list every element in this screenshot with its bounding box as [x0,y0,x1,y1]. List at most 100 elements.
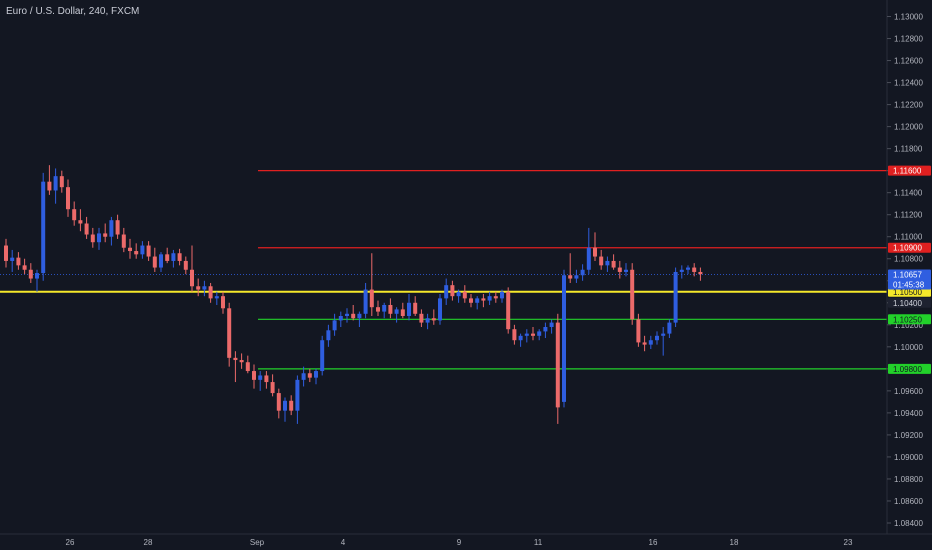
candle-up [357,313,362,319]
candle-down [121,234,126,248]
candle-down [103,233,108,237]
price-tick-label: 1.12000 [894,123,923,132]
current-price-tag-label: 1.10657 [893,270,922,279]
price-tag-plain-bg [888,297,931,308]
time-tick-label: Sep [250,538,265,547]
candle-up [258,375,263,380]
candle-down [568,275,573,279]
level-tag-label: 1.09800 [893,365,922,374]
candle-down [90,234,95,243]
candle-down [152,256,157,268]
candle-up [314,371,318,378]
candle-up [667,322,672,334]
level-tag-label: 1.10500 [893,288,922,297]
candle-down [506,291,511,330]
candle-up [332,320,337,331]
candle-down [59,176,64,188]
level-tag-bg [888,314,931,325]
price-tick-label: 1.09200 [894,431,923,440]
candle-up [394,309,399,314]
candle-down [599,256,604,266]
candle-up [549,322,554,328]
level-tag-label: 1.10250 [893,315,922,324]
candle-down [555,322,560,408]
candle-up [140,245,145,255]
candle-down [289,400,294,411]
candle-down [22,265,27,270]
candle-down [617,267,622,272]
candle-down [413,302,418,314]
price-tick-label: 1.10000 [894,343,923,352]
time-tick-label: 11 [534,538,543,547]
price-tick-label: 1.11400 [894,189,923,198]
candle-up [301,373,306,380]
candle-up [518,335,523,341]
level-tag-bg [888,363,931,374]
level-tag-label: 1.11600 [893,167,922,176]
time-tick-label: 4 [341,538,346,547]
price-tick-label: 1.10800 [894,255,923,264]
price-tag-plain-label: 1.10400 [893,299,922,308]
candle-down [593,247,597,257]
time-tick-label: 23 [844,538,853,547]
candle-down [369,289,374,308]
candle-up [35,273,39,279]
candle-down [630,269,635,320]
candle-down [376,307,380,312]
candle-up [586,247,591,270]
candle-down [351,313,356,319]
candle-down [469,298,473,303]
candle-up [456,291,461,297]
price-tick-label: 1.11800 [894,145,923,154]
candle-up [624,269,628,272]
current-price-tag-bg [888,269,931,290]
candle-up [500,291,504,299]
candle-down [221,296,225,309]
candle-down [84,223,89,235]
candle-down [66,187,70,210]
price-tick-label: 1.11000 [894,233,923,242]
candle-down [252,371,256,380]
candle-up [41,181,46,274]
chart-title: Euro / U.S. Dollar, 240, FXCM [6,6,139,17]
candle-down [16,257,21,266]
candle-up [655,335,659,341]
price-tick-label: 1.12800 [894,35,923,44]
candle-up [10,257,15,261]
price-tick-label: 1.12400 [894,79,923,88]
price-tick-label: 1.11200 [894,211,923,220]
candle-up [574,275,579,279]
candle-up [345,313,349,316]
time-tick-label: 26 [66,538,75,547]
candle-down [196,286,201,290]
candle-up [673,271,678,323]
candle-up [214,296,219,299]
candle-up [382,304,387,312]
candle-up [562,275,566,402]
time-tick-label: 9 [457,538,462,547]
candle-up [338,315,343,321]
candle-down [642,342,647,345]
candle-down [47,181,52,191]
candle-down [388,304,393,314]
candle-up [202,286,207,290]
time-axis[interactable]: 26 28 Sep 4 9 11 16 18 23 [66,538,853,547]
candle-up [487,296,492,301]
price-tick-label: 1.10200 [894,321,923,330]
candle-up [661,333,666,336]
candle-down [134,251,139,255]
candle-up [109,220,114,237]
candle-up [425,318,430,323]
candle-down [190,269,194,287]
candle-up [580,269,585,276]
candle-down [115,220,120,235]
candles [4,165,703,424]
candle-up [444,285,449,299]
candle-up [53,176,58,191]
time-tick-label: 16 [649,538,658,547]
candle-down [270,382,275,394]
level-tag-label: 1.10900 [893,244,922,253]
price-tick-label: 1.13000 [894,13,923,22]
